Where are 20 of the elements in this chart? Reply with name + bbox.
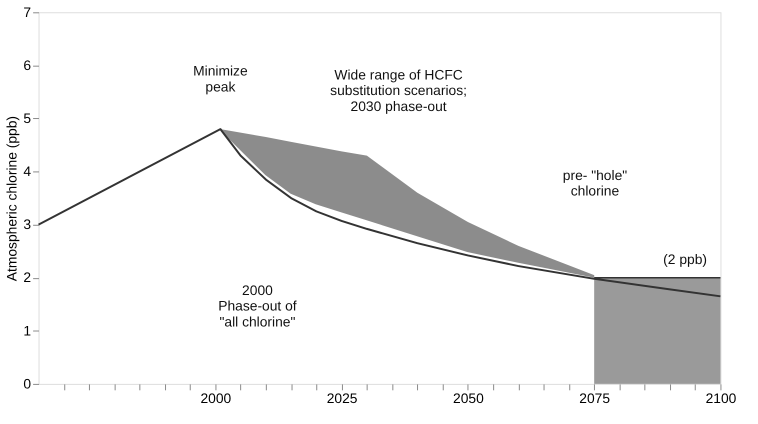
annotation: 2000 Phase-out of "all chlorine" — [218, 282, 297, 330]
annotation: Wide range of HCFC substitution scenarios; 2030 phase-out — [330, 66, 467, 114]
x-tick-label: 2025 — [326, 390, 358, 406]
y-axis-title: Atmospheric chlorine (ppb) — [4, 116, 20, 282]
y-tick-label: 1 — [23, 322, 32, 338]
line-series — [38, 128, 722, 298]
y-tick-label: 4 — [23, 163, 32, 180]
x-tick-label: 2075 — [579, 390, 610, 406]
annotation: (2 ppb) — [663, 250, 707, 267]
y-tick-label: 6 — [23, 56, 32, 73]
x-tick-label: 2100 — [706, 390, 737, 406]
y-tick-label: 5 — [23, 110, 32, 126]
y-tick-label: 0 — [23, 375, 32, 392]
x-tick-label: 2050 — [453, 390, 484, 406]
annotation: Minimize peak — [193, 62, 248, 95]
y-tick-label: 7 — [23, 4, 32, 20]
y-tick-label: 3 — [23, 216, 32, 232]
y-tick-label: 2 — [23, 269, 32, 286]
x-tick-label: 2000 — [200, 390, 232, 406]
annotation: pre- "hole" chlorine — [562, 166, 628, 199]
